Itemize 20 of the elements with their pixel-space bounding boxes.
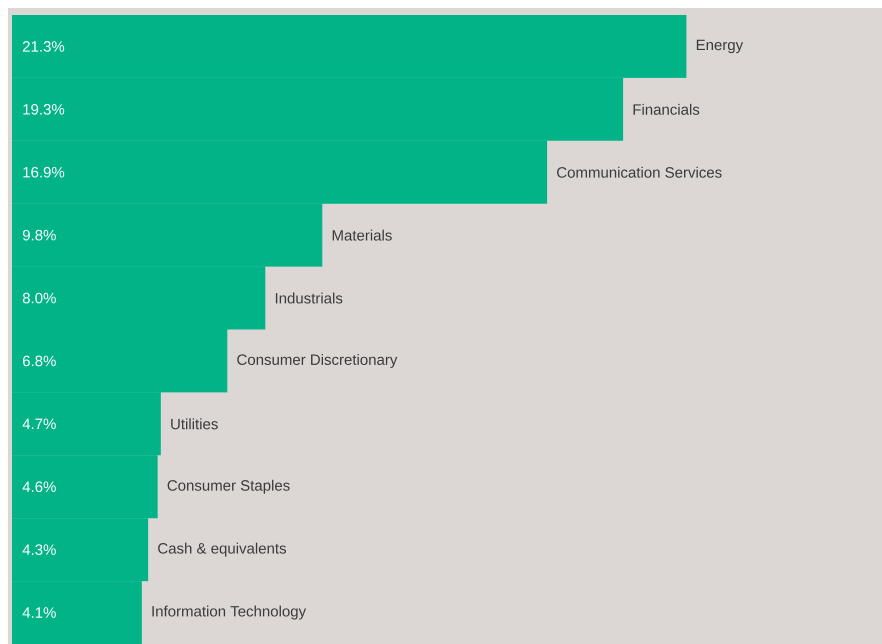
data-label: 4.6% [22, 481, 56, 492]
data-label: 16.9% [23, 166, 64, 178]
data-label: 6.8% [22, 356, 56, 366]
data-label: 9.8% [22, 230, 56, 240]
y-tick-label: Consumer Staples [168, 480, 290, 494]
y-tick-label: Cash & equivalents [158, 542, 286, 557]
data-label: 19.3% [23, 104, 64, 115]
y-tick-label: Materials [332, 230, 392, 241]
data-label: 8.0% [22, 292, 56, 304]
data-label: 4.3% [22, 544, 56, 555]
y-tick-label: Consumer Discretionary [237, 354, 398, 368]
y-tick-label: Industrials [276, 292, 342, 304]
data-label: 4.7% [22, 418, 56, 430]
y-tick-label: Information Technology [152, 606, 306, 620]
y-tick-label: Communication Services [557, 166, 722, 178]
data-label: 21.3% [22, 41, 64, 52]
y-tick-label: Energy [696, 40, 744, 54]
y-tick-label: Financials [634, 104, 700, 115]
y-tick-label: Utilities [171, 418, 218, 430]
data-label: 4.1% [22, 607, 56, 618]
